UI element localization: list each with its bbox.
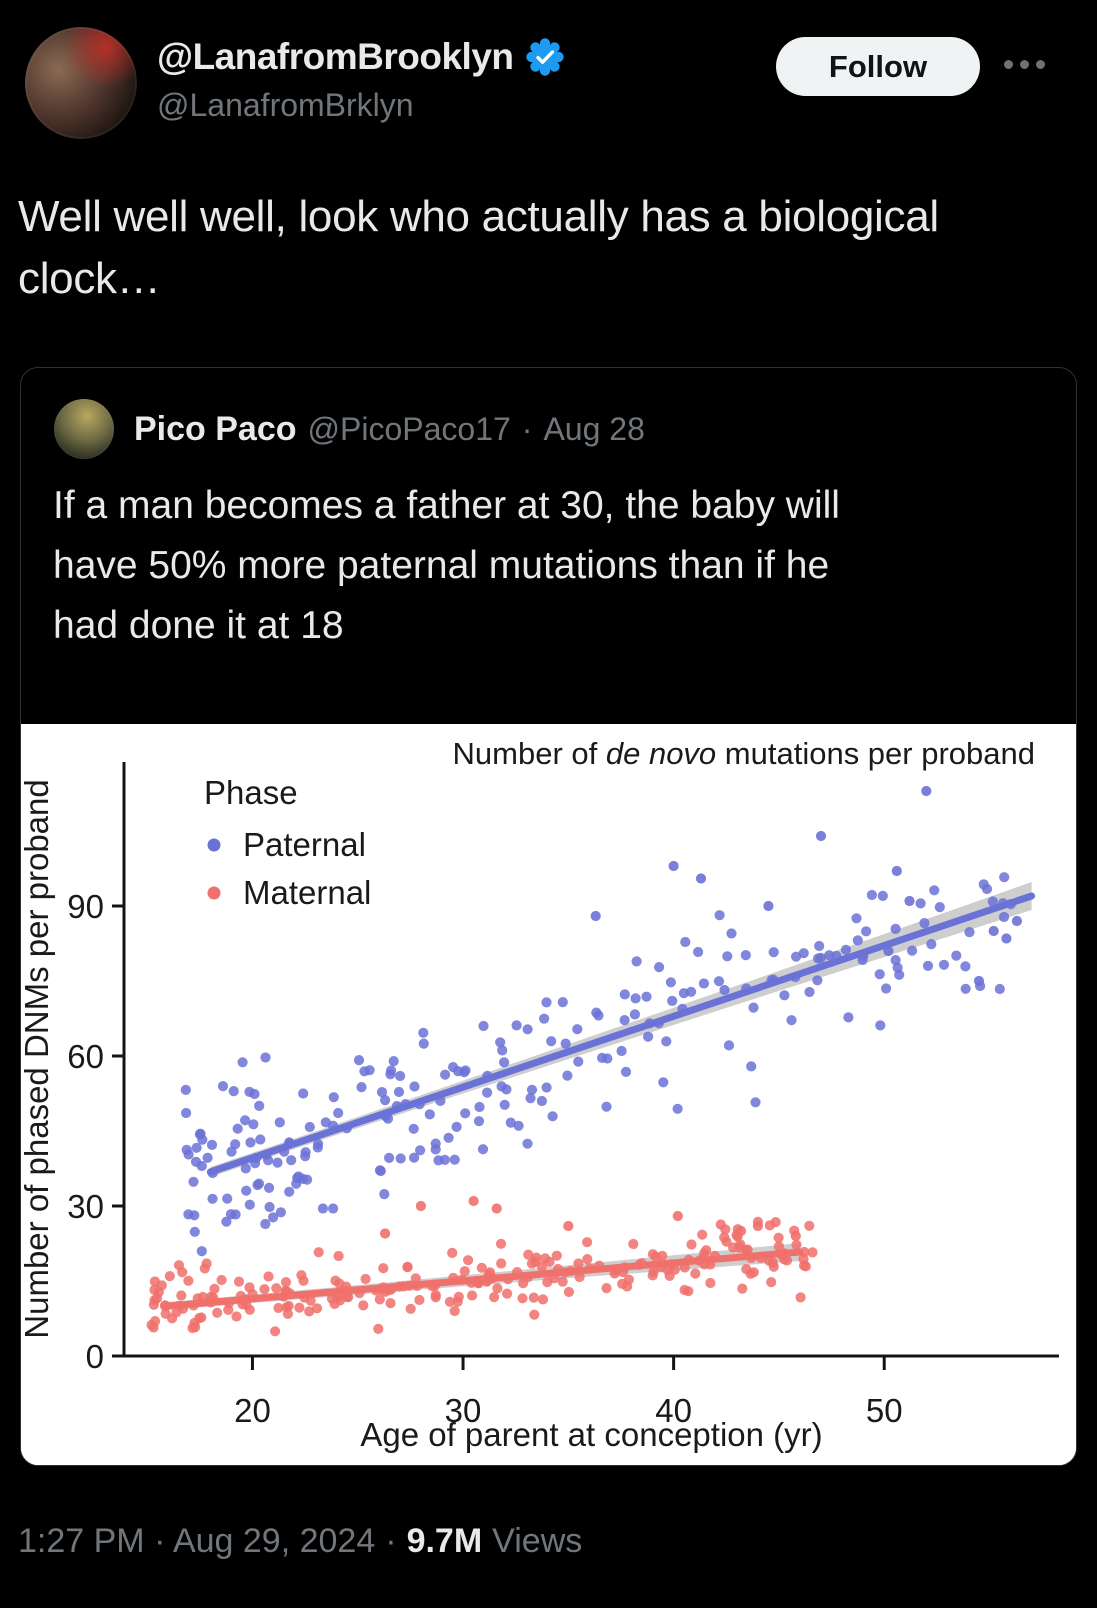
footer-separator: ·: [385, 1522, 397, 1560]
tweet-footer: 1:27 PM · Aug 29, 2024 · 9.7M Views: [18, 1522, 582, 1561]
verified-badge-icon: [525, 38, 564, 76]
author-display-name[interactable]: @LanafromBrooklyn: [157, 36, 514, 77]
svg-text:Paternal: Paternal: [243, 826, 366, 863]
svg-text:Age of parent at conception (y: Age of parent at conception (yr): [360, 1416, 822, 1453]
views-label: Views: [492, 1522, 583, 1560]
quote-date: Aug 28: [543, 411, 645, 447]
svg-text:30: 30: [445, 1392, 482, 1429]
svg-text:90: 90: [67, 888, 104, 925]
quote-handle: @PicoPaco17: [307, 411, 511, 447]
svg-text:Phase: Phase: [204, 774, 298, 811]
svg-text:Maternal: Maternal: [243, 874, 371, 911]
svg-text:50: 50: [866, 1392, 903, 1429]
svg-text:20: 20: [234, 1392, 271, 1429]
svg-text:60: 60: [67, 1038, 104, 1075]
tweet-datetime: 1:27 PM · Aug 29, 2024: [18, 1522, 376, 1560]
quoted-tweet-card[interactable]: Pico Paco @PicoPaco17 · Aug 28 If a man …: [20, 367, 1077, 1466]
quote-avatar[interactable]: [54, 399, 114, 459]
quote-text: If a man becomes a father at 30, the bab…: [53, 484, 840, 647]
quote-header: Pico Paco @PicoPaco17 · Aug 28: [134, 410, 645, 449]
views-count: 9.7M: [406, 1522, 483, 1560]
follow-button[interactable]: Follow: [776, 37, 980, 96]
quote-media-chart[interactable]: 0 30 60 90 20 30 40 50 Number of de novo mutatio…: [21, 724, 1076, 1465]
svg-text:Number of phased DNMs per prob: Number of phased DNMs per proband: [21, 779, 55, 1338]
quote-display-name[interactable]: Pico Paco: [134, 410, 297, 448]
more-options-icon[interactable]: [1004, 60, 1045, 69]
svg-text:30: 30: [67, 1188, 104, 1225]
svg-text:0: 0: [86, 1338, 104, 1375]
tweet-text: Well well well, look who actually has a …: [18, 192, 939, 303]
svg-text:40: 40: [655, 1392, 692, 1429]
svg-text:Number of de novo mutations pe: Number of de novo mutations per proband: [453, 736, 1035, 771]
dnm-chart-svg: 0 30 60 90 20 30 40 50 Number of de novo mutatio…: [21, 724, 1076, 1465]
author-handle: @LanafromBrklyn: [157, 87, 414, 123]
profile-avatar[interactable]: [25, 27, 137, 139]
quote-separator: ·: [521, 411, 533, 447]
author-block: @LanafromBrooklyn @LanafromBrklyn: [157, 36, 564, 124]
